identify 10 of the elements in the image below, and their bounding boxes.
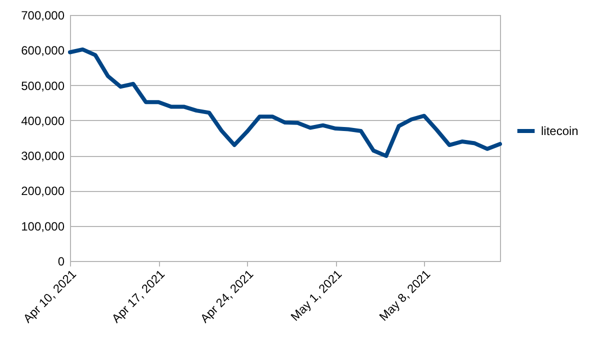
y-tick-label: 200,000 <box>21 184 65 198</box>
y-tick-label: 300,000 <box>21 149 65 164</box>
y-tick-label: 400,000 <box>21 114 65 128</box>
y-tick-label: 700,000 <box>21 8 65 22</box>
y-tick-label: 100,000 <box>21 219 65 234</box>
y-tick-label: 600,000 <box>21 44 65 58</box>
y-tick-label: 500,000 <box>21 78 65 93</box>
y-tick-label: 0 <box>58 254 65 268</box>
line-series <box>68 47 502 158</box>
legend-label: litecoin <box>541 124 578 138</box>
